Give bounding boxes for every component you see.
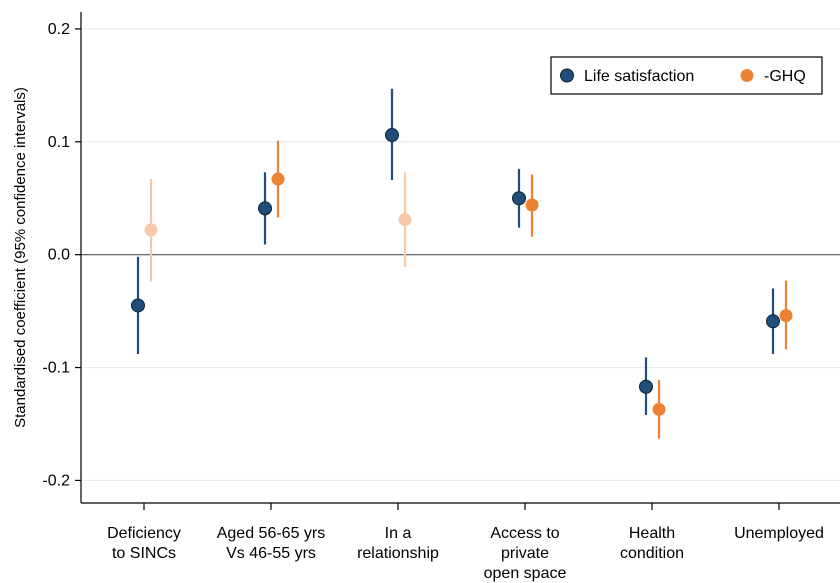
point-s0-c4 <box>639 379 653 394</box>
x-tick-label-1: Aged 56-65 yrs Vs 46-55 yrs <box>217 525 326 562</box>
point-s1-c2 <box>398 213 412 227</box>
legend-label-1: -GHQ <box>764 68 806 85</box>
point-s0-c1 <box>258 201 272 216</box>
legend-label-0: Life satisfaction <box>584 68 694 85</box>
y-tick-label-0: 0.2 <box>48 21 70 38</box>
point-s0-c5 <box>766 314 780 329</box>
point-s0-c0 <box>131 298 145 313</box>
point-s1-c0 <box>144 223 158 237</box>
y-axis-ticks: 0.2 0.1 0.0 -0.1 -0.2 <box>42 21 81 489</box>
point-s0-c3 <box>512 191 526 206</box>
chart-marks <box>131 88 793 439</box>
y-tick-label-3: -0.1 <box>42 360 70 377</box>
legend-marker-1 <box>740 69 754 82</box>
point-s1-c1 <box>271 172 285 186</box>
legend-box <box>550 56 823 95</box>
point-s1-c3 <box>525 198 539 212</box>
x-tick-label-4: Health condition <box>620 525 684 562</box>
x-tick-label-0: Deficiency to SINCs <box>107 525 181 562</box>
x-tick-label-3: Access to private open space <box>484 525 567 582</box>
x-tick-label-2: In a relationship <box>357 525 439 562</box>
y-tick-label-2: 0.0 <box>48 247 70 264</box>
x-axis-ticks: Deficiency to SINCs Aged 56-65 yrs Vs 46-55… <box>107 503 824 582</box>
point-s1-c5 <box>779 309 793 323</box>
legend: Life satisfaction -GHQ <box>550 56 823 95</box>
x-tick-label-5: Unemployed <box>734 525 824 542</box>
legend-marker-0 <box>560 68 574 83</box>
y-axis-label: Standardised coefficient (95% confidence… <box>12 87 29 428</box>
point-s1-c4 <box>652 402 666 416</box>
point-s0-c2 <box>385 128 399 143</box>
y-tick-label-4: -0.2 <box>42 472 70 489</box>
y-tick-label-1: 0.1 <box>48 134 70 151</box>
